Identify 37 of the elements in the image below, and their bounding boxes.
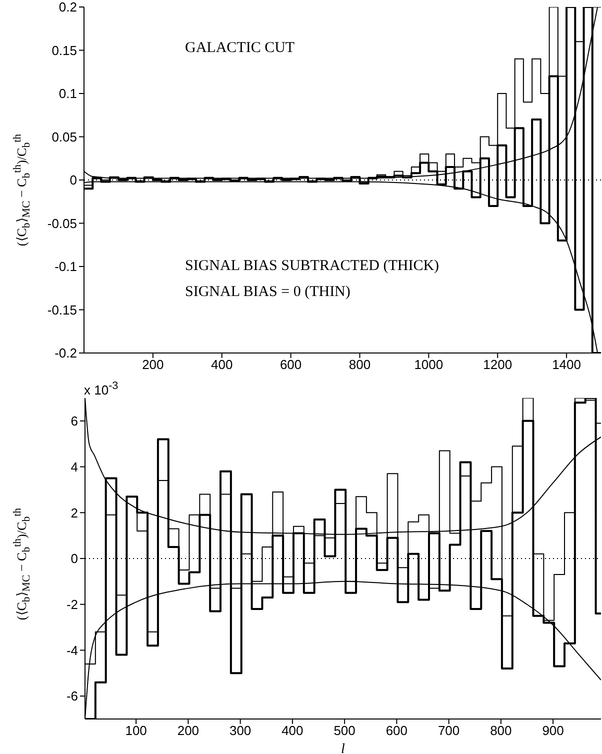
x-tick-label: 1000	[414, 357, 444, 372]
y-tick-label: 0.05	[52, 129, 77, 144]
text: x 10$^{-3}$	[84, 380, 118, 398]
y-tick-label: -0.15	[47, 302, 77, 318]
y-tick-label: -2	[66, 596, 78, 612]
y-tick-label: 4	[70, 459, 78, 474]
annotation: SIGNAL BIAS SUBTRACTED (THICK)	[185, 258, 440, 275]
x-tick-label: 500	[334, 723, 356, 738]
x-tick-label: 600	[280, 357, 302, 372]
y-tick-label: 0.2	[58, 0, 77, 15]
x-tick-label: 400	[211, 357, 233, 372]
x-tick-label: 800	[490, 723, 512, 738]
x-tick-label: 800	[348, 357, 371, 372]
y-tick-label: -0.05	[47, 216, 77, 231]
y-tick-label: 2	[70, 505, 78, 520]
x-tick-label: 600	[386, 723, 408, 738]
y-tick-label: -4	[66, 642, 78, 658]
y-tick-label: 6	[70, 414, 78, 429]
x-tick-label: 1400	[552, 357, 581, 372]
x-tick-label: 200	[177, 723, 200, 738]
y-tick-label: 0	[70, 172, 77, 188]
x-tick-label: 400	[282, 723, 304, 738]
x-tick-label: 100	[125, 723, 147, 738]
y-tick-label: -0.1	[54, 259, 77, 274]
y-tick-label: -6	[66, 688, 78, 704]
x-tick-label: 1200	[483, 357, 512, 372]
y-tick-label: 0.15	[52, 42, 77, 58]
y-tick-label: 0.1	[58, 86, 77, 102]
annotation: SIGNAL BIAS = 0 (THIN)	[185, 284, 350, 301]
x-axis-title: l	[341, 742, 346, 754]
x-tick-label: 300	[229, 723, 252, 738]
annotation: GALACTIC CUT	[185, 40, 295, 57]
x-tick-label: 900	[542, 723, 564, 738]
y-tick-label: -0.2	[54, 346, 77, 361]
x-tick-label: 700	[438, 723, 460, 738]
y-tick-label: 0	[70, 551, 78, 566]
x-tick-label: 200	[142, 357, 164, 372]
